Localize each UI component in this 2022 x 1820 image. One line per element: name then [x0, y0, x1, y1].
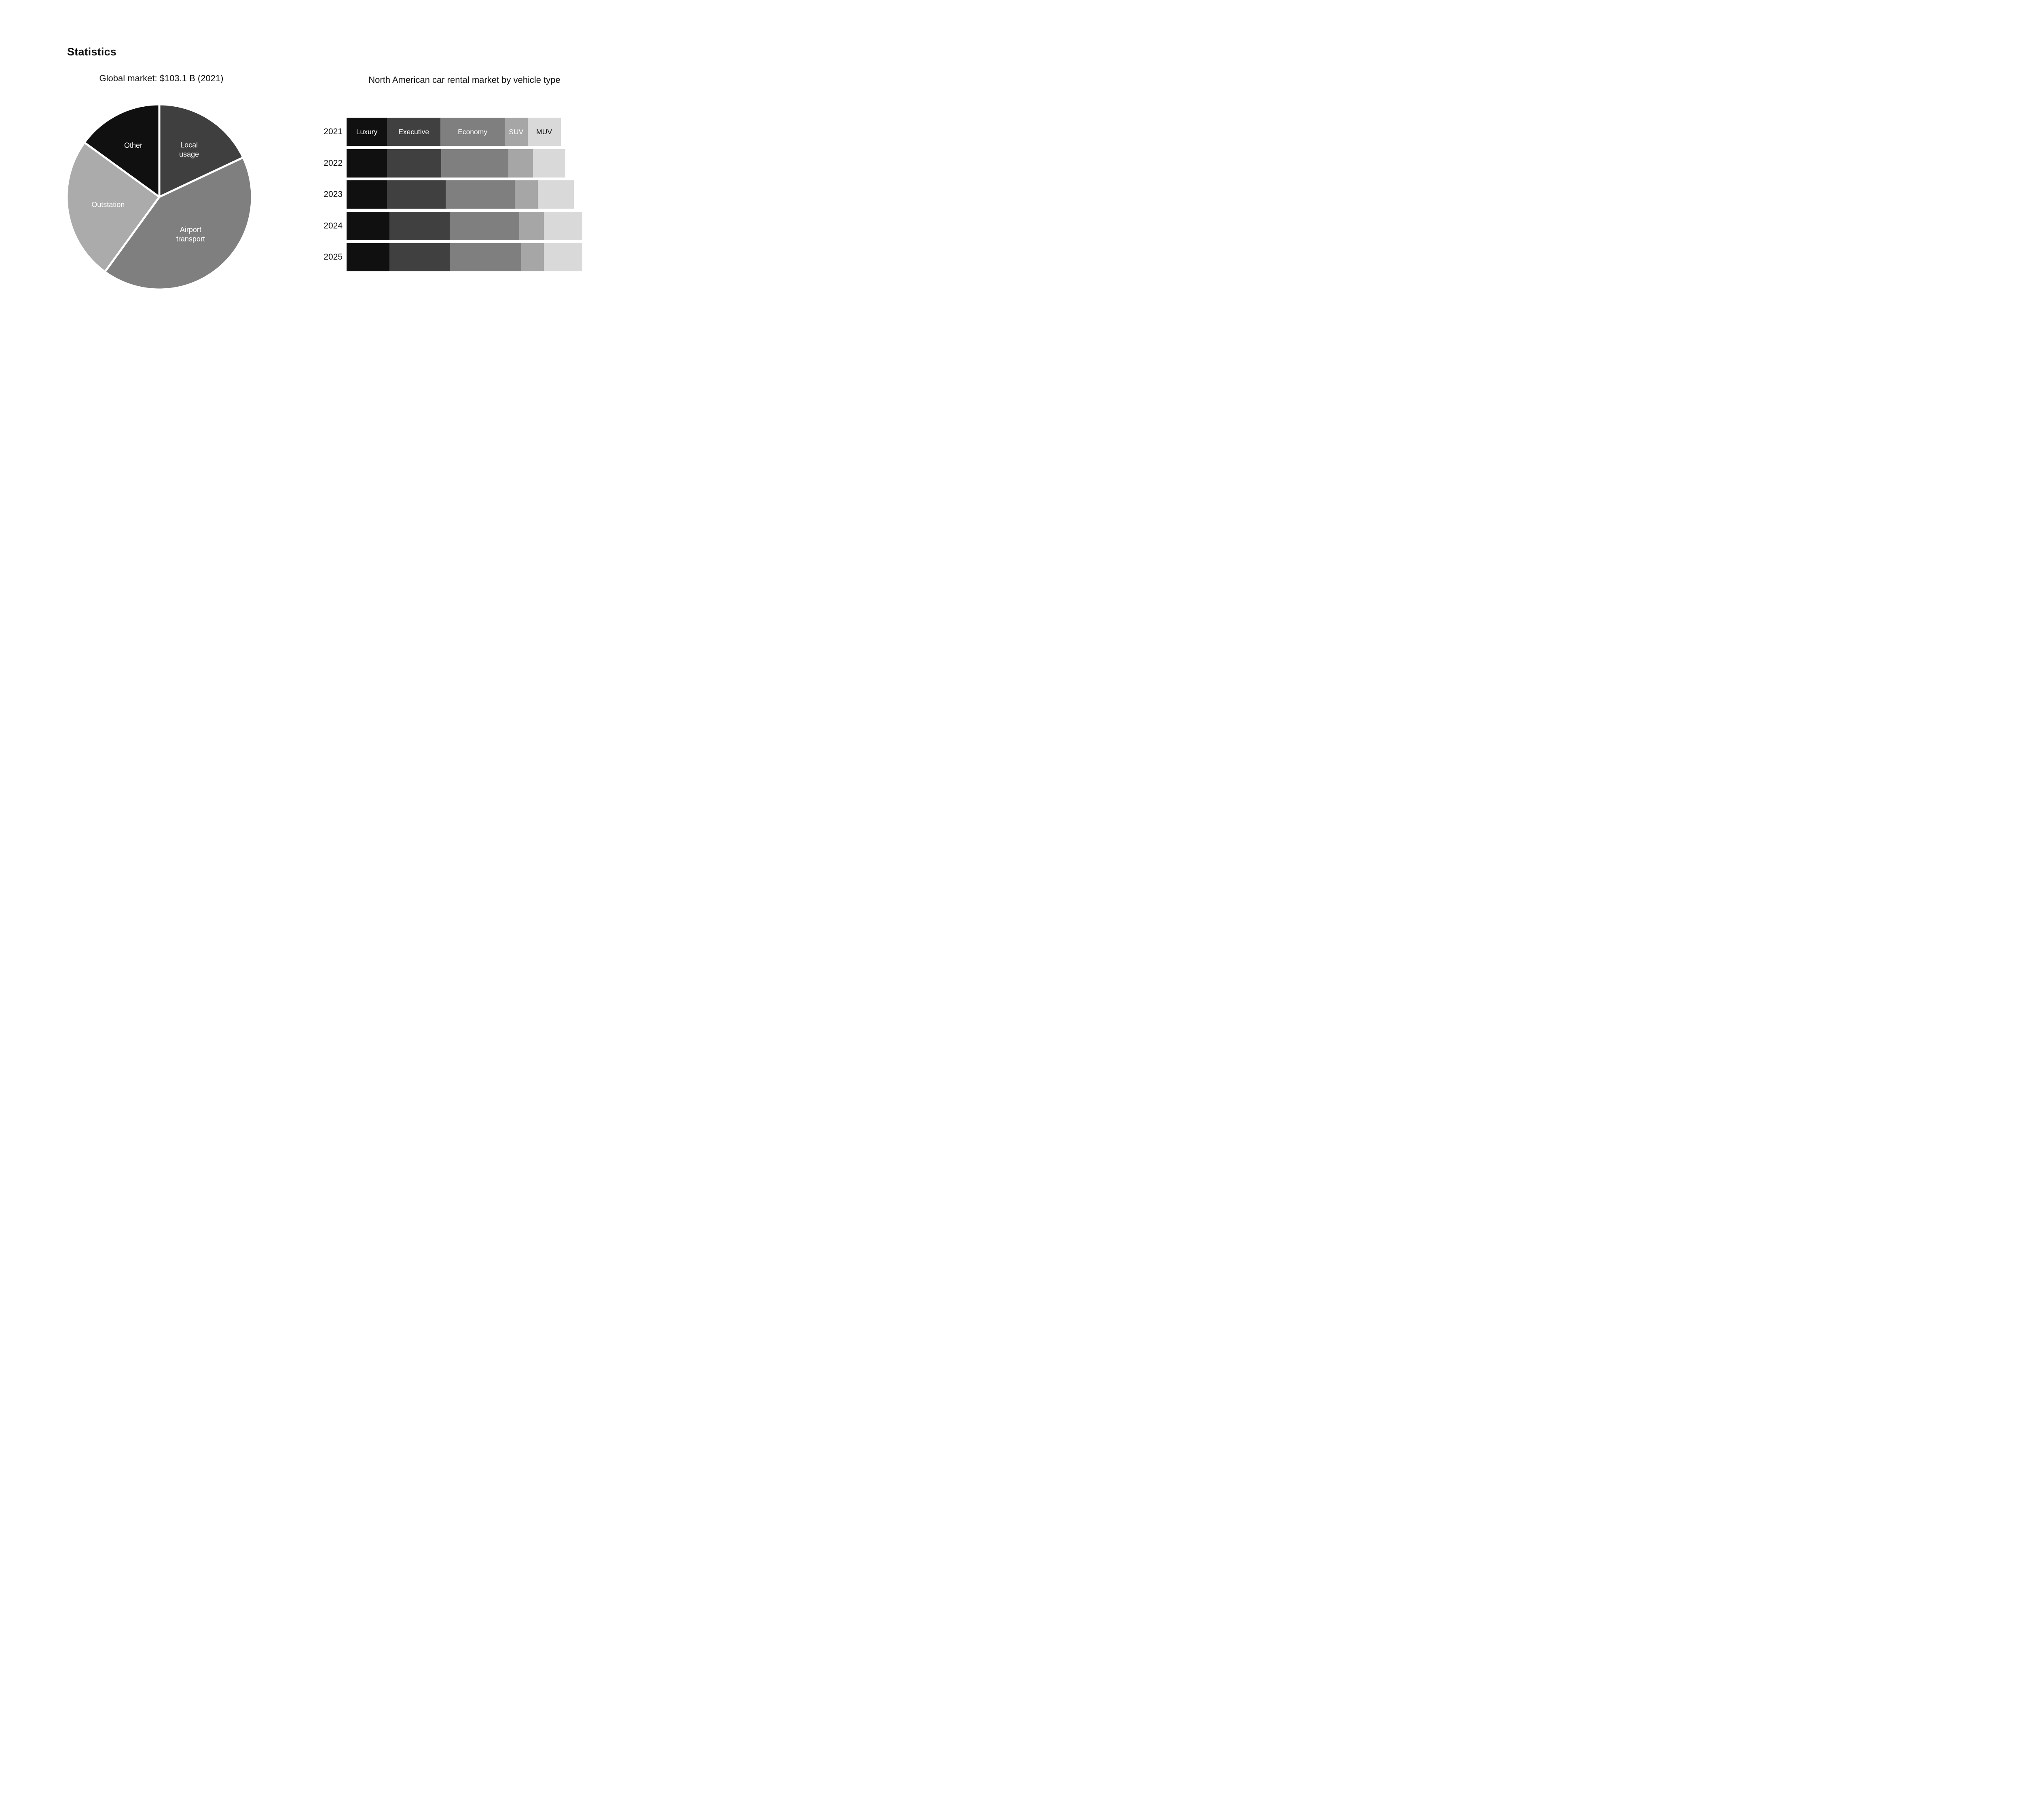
pie-slice-label-local-usage: Local usage — [179, 141, 199, 158]
statistics-page: Statistics Global market: $103.1 B (2021… — [0, 0, 647, 364]
bar-segment-2021-luxury: Luxury — [347, 118, 387, 146]
pie-slice-label-outstation: Outstation — [91, 201, 125, 209]
pie-slice-outstation — [66, 141, 161, 273]
page-title: Statistics — [67, 46, 117, 58]
bar-row-2021: Luxury Executive Economy SUV MUV — [347, 118, 561, 146]
bar-segment-2021-muv: MUV — [527, 118, 561, 146]
bar-segment-2023-economy — [445, 180, 515, 209]
bar-segment-2021-economy: Economy — [440, 118, 505, 146]
pie-slice-label-other: Other — [124, 141, 142, 149]
pie-chart: Local usage Airport transport Outstation Othe… — [66, 103, 253, 291]
bar-segment-2022-luxury — [347, 149, 387, 178]
segment-label-muv: MUV — [536, 127, 552, 136]
bar-segment-2025-luxury — [347, 243, 389, 271]
pie-slice-other — [83, 103, 161, 198]
bar-segment-2021-suv: SUV — [504, 118, 528, 146]
year-label-2025: 2025 — [324, 252, 343, 262]
bar-segment-2024-muv — [544, 211, 582, 240]
bar-segment-2024-economy — [449, 211, 519, 240]
pie-slice-local-usage — [158, 103, 244, 198]
bar-segment-2023-luxury — [347, 180, 387, 209]
bar-segment-2023-executive — [387, 180, 446, 209]
year-label-2021: 2021 — [324, 127, 343, 136]
bar-segment-2024-executive — [389, 211, 450, 240]
pie-chart-title: Global market: $103.1 B (2021) — [99, 73, 224, 83]
bar-segment-2024-suv — [519, 211, 544, 240]
bar-row-2023 — [347, 180, 574, 209]
bar-segment-2025-executive — [389, 243, 450, 271]
bar-segment-2023-suv — [515, 180, 538, 209]
segment-label-luxury: Luxury — [356, 127, 378, 136]
bar-segment-2022-muv — [533, 149, 565, 178]
segment-label-economy: Economy — [458, 127, 488, 136]
segment-label-executive: Executive — [398, 127, 429, 136]
year-label-2023: 2023 — [324, 190, 343, 199]
bar-segment-2023-muv — [537, 180, 574, 209]
bar-segment-2025-muv — [544, 243, 582, 271]
bar-segment-2025-economy — [449, 243, 521, 271]
bar-segment-2021-executive: Executive — [387, 118, 441, 146]
bar-segment-2024-luxury — [347, 211, 389, 240]
bar-row-2025 — [347, 243, 582, 271]
bar-segment-2025-suv — [521, 243, 544, 271]
bar-segment-2022-executive — [387, 149, 442, 178]
bar-chart-title: North American car rental market by vehi… — [368, 75, 560, 85]
bar-row-2022 — [347, 149, 565, 178]
year-label-2024: 2024 — [324, 221, 343, 230]
year-label-2022: 2022 — [324, 158, 343, 168]
bar-segment-2022-suv — [508, 149, 533, 178]
bar-row-2024 — [347, 211, 582, 240]
pie-slice-label-airport-transport: Airport transport — [176, 226, 205, 243]
segment-label-suv: SUV — [509, 127, 524, 136]
pie-slice-airport-transport — [104, 156, 253, 291]
bar-segment-2022-economy — [441, 149, 508, 178]
